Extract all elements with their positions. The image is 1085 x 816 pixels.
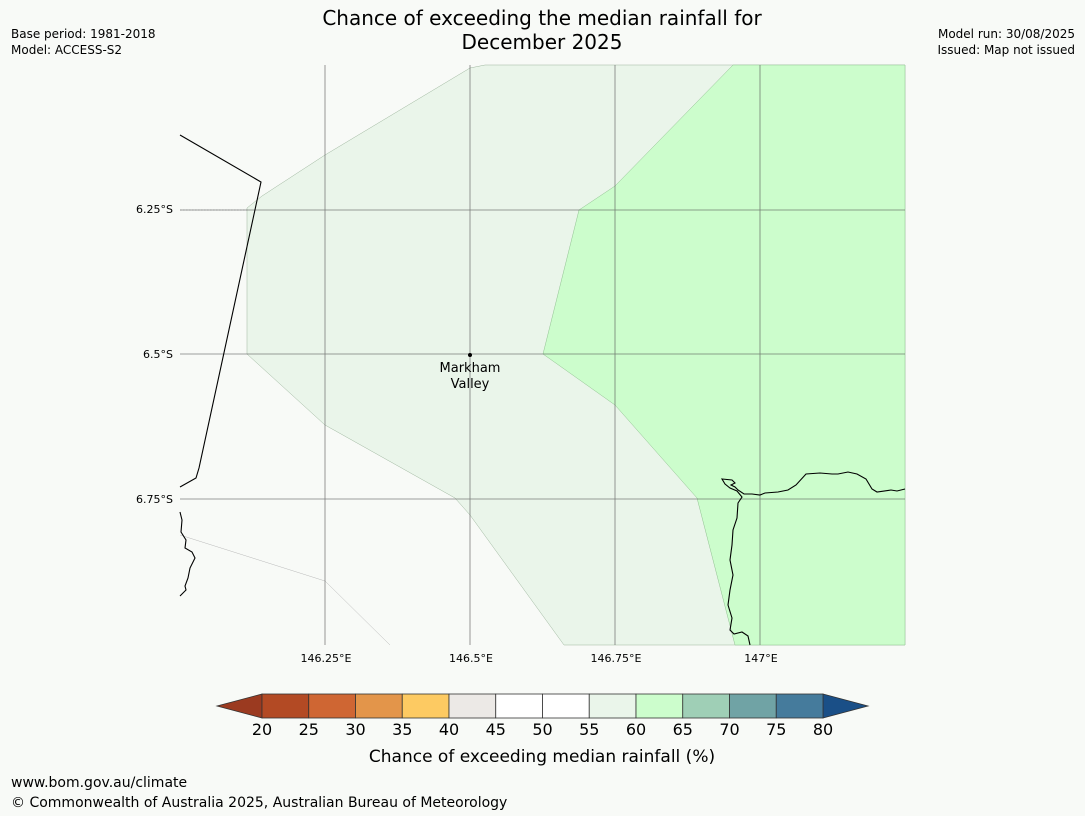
colorbar-cell-40-45	[448, 693, 497, 719]
colorbar-cell-30-35	[355, 693, 403, 719]
footer-url[interactable]: www.bom.gov.au/climate	[11, 775, 188, 791]
colorbar-cell-70-75	[729, 693, 777, 719]
place-label-line-2: Valley	[451, 377, 490, 392]
colorbar-cell-20-25	[261, 693, 310, 719]
colorbar-cell-65-70	[682, 693, 730, 719]
markham-valley-marker	[468, 353, 472, 357]
lon-label-146-5: 146.5°E	[449, 652, 493, 665]
lat-label-6-5: 6.5°S	[143, 348, 173, 361]
huon-gulf-coast	[720, 471, 906, 646]
colorbar-tick-55: 55	[579, 720, 599, 739]
model-run: Model run: 30/08/2025	[937, 27, 1075, 41]
colorbar-cell-60-65	[635, 693, 684, 719]
meta-left: Base period: 1981-2018 Model: ACCESS-S2	[11, 26, 156, 58]
issued-status: Issued: Map not issued	[937, 43, 1075, 57]
colorbar-cell-50-55	[542, 693, 590, 719]
longitude-labels: 146.25°E 146.5°E 146.75°E 147°E	[301, 652, 778, 665]
colorbar-tick-80: 80	[813, 720, 833, 739]
colorbar-tick-75: 75	[766, 720, 786, 739]
map-area: Markham Valley	[179, 64, 906, 646]
colorbar-tick-65: 65	[673, 720, 693, 739]
latitude-labels: 6.25°S 6.5°S 6.75°S	[136, 203, 173, 506]
colorbar-tick-50: 50	[532, 720, 552, 739]
colorbar-label: Chance of exceeding median rainfall (%)	[369, 747, 715, 767]
lon-label-146-25: 146.25°E	[301, 652, 352, 665]
coastline	[179, 134, 906, 646]
footer-copyright: © Commonwealth of Australia 2025, Austra…	[11, 795, 508, 811]
title-line-2: December 2025	[461, 30, 623, 54]
place-label-line-1: Markham	[440, 361, 501, 376]
map-title: Chance of exceeding the median rainfall …	[242, 6, 842, 54]
colorbar-tick-25: 25	[299, 720, 319, 739]
colorbar-cell-55-60	[588, 693, 637, 719]
lat-label-6-75: 6.75°S	[136, 493, 173, 506]
lon-label-146-75: 146.75°E	[591, 652, 642, 665]
colorbar-tick-45: 45	[486, 720, 506, 739]
colorbar-tick-40: 40	[439, 720, 459, 739]
colorbar-cell-45-50	[495, 693, 543, 719]
colorbar: 20 25 30 35 40 45 50 55 60 65 70 75 80 Chance of exc…	[215, 693, 870, 767]
base-period: Base period: 1981-2018	[11, 27, 156, 41]
lat-label-6-25: 6.25°S	[136, 203, 173, 216]
lon-label-147: 147°E	[744, 652, 777, 665]
western-coast	[179, 511, 196, 597]
colorbar-tick-30: 30	[345, 720, 365, 739]
colorbar-tick-20: 20	[252, 720, 272, 739]
colorbar-cell-75-80	[775, 693, 824, 719]
model-name: Model: ACCESS-S2	[11, 43, 123, 57]
colorbar-tick-60: 60	[626, 720, 646, 739]
province-border	[179, 134, 262, 488]
colorbar-cell-35-40	[401, 693, 450, 719]
colorbar-cell-25-30	[308, 693, 356, 719]
meta-right: Model run: 30/08/2025 Issued: Map not is…	[937, 26, 1075, 58]
title-line-1: Chance of exceeding the median rainfall …	[322, 6, 762, 30]
colorbar-under-arrow	[215, 693, 263, 719]
colorbar-over-arrow	[822, 693, 870, 719]
colorbar-tick-35: 35	[392, 720, 412, 739]
colorbar-tick-70: 70	[719, 720, 739, 739]
